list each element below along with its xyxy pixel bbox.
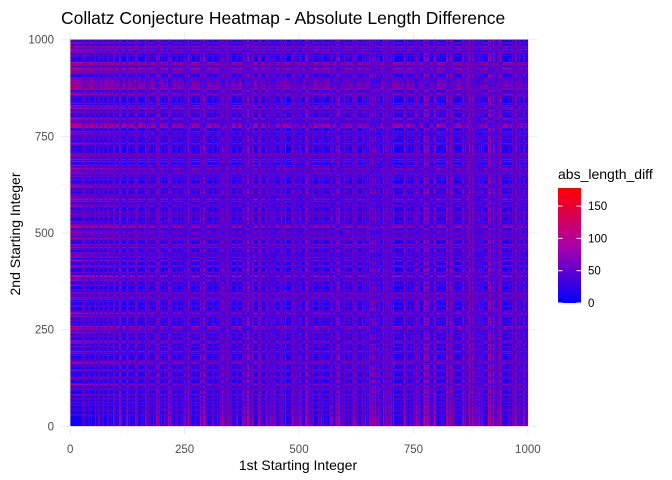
heatmap-raster (70, 39, 529, 427)
legend: abs_length_diff 0 50 100 150 (558, 166, 653, 310)
y-tick-label: 750 (35, 131, 54, 143)
x-tick-label: 0 (67, 444, 73, 456)
x-axis-title: 1st Starting Integer (239, 457, 358, 473)
legend-title: abs_length_diff (558, 166, 653, 182)
y-tick-label: 250 (35, 325, 54, 337)
x-tick-label: 750 (404, 444, 423, 456)
x-tick-label: 500 (289, 444, 308, 456)
y-tick-label: 500 (35, 228, 54, 240)
x-axis-ticks: 0 250 500 750 1000 (67, 444, 541, 456)
chart-title: Collatz Conjecture Heatmap - Absolute Le… (61, 8, 505, 28)
legend-tick-label: 50 (588, 266, 601, 278)
y-tick-label: 0 (48, 421, 54, 433)
x-tick-label: 250 (175, 444, 194, 456)
x-tick-label: 1000 (515, 444, 541, 456)
y-axis-title: 2nd Starting Integer (7, 172, 23, 295)
legend-colorbar (558, 188, 581, 303)
y-tick-label: 1000 (28, 35, 54, 47)
legend-tick-label: 100 (588, 233, 607, 245)
legend-tick-label: 0 (588, 298, 594, 310)
y-axis-ticks: 0 250 500 750 1000 (28, 35, 54, 434)
legend-ticks: 0 50 100 150 (558, 201, 607, 310)
legend-tick-label: 150 (588, 201, 607, 213)
